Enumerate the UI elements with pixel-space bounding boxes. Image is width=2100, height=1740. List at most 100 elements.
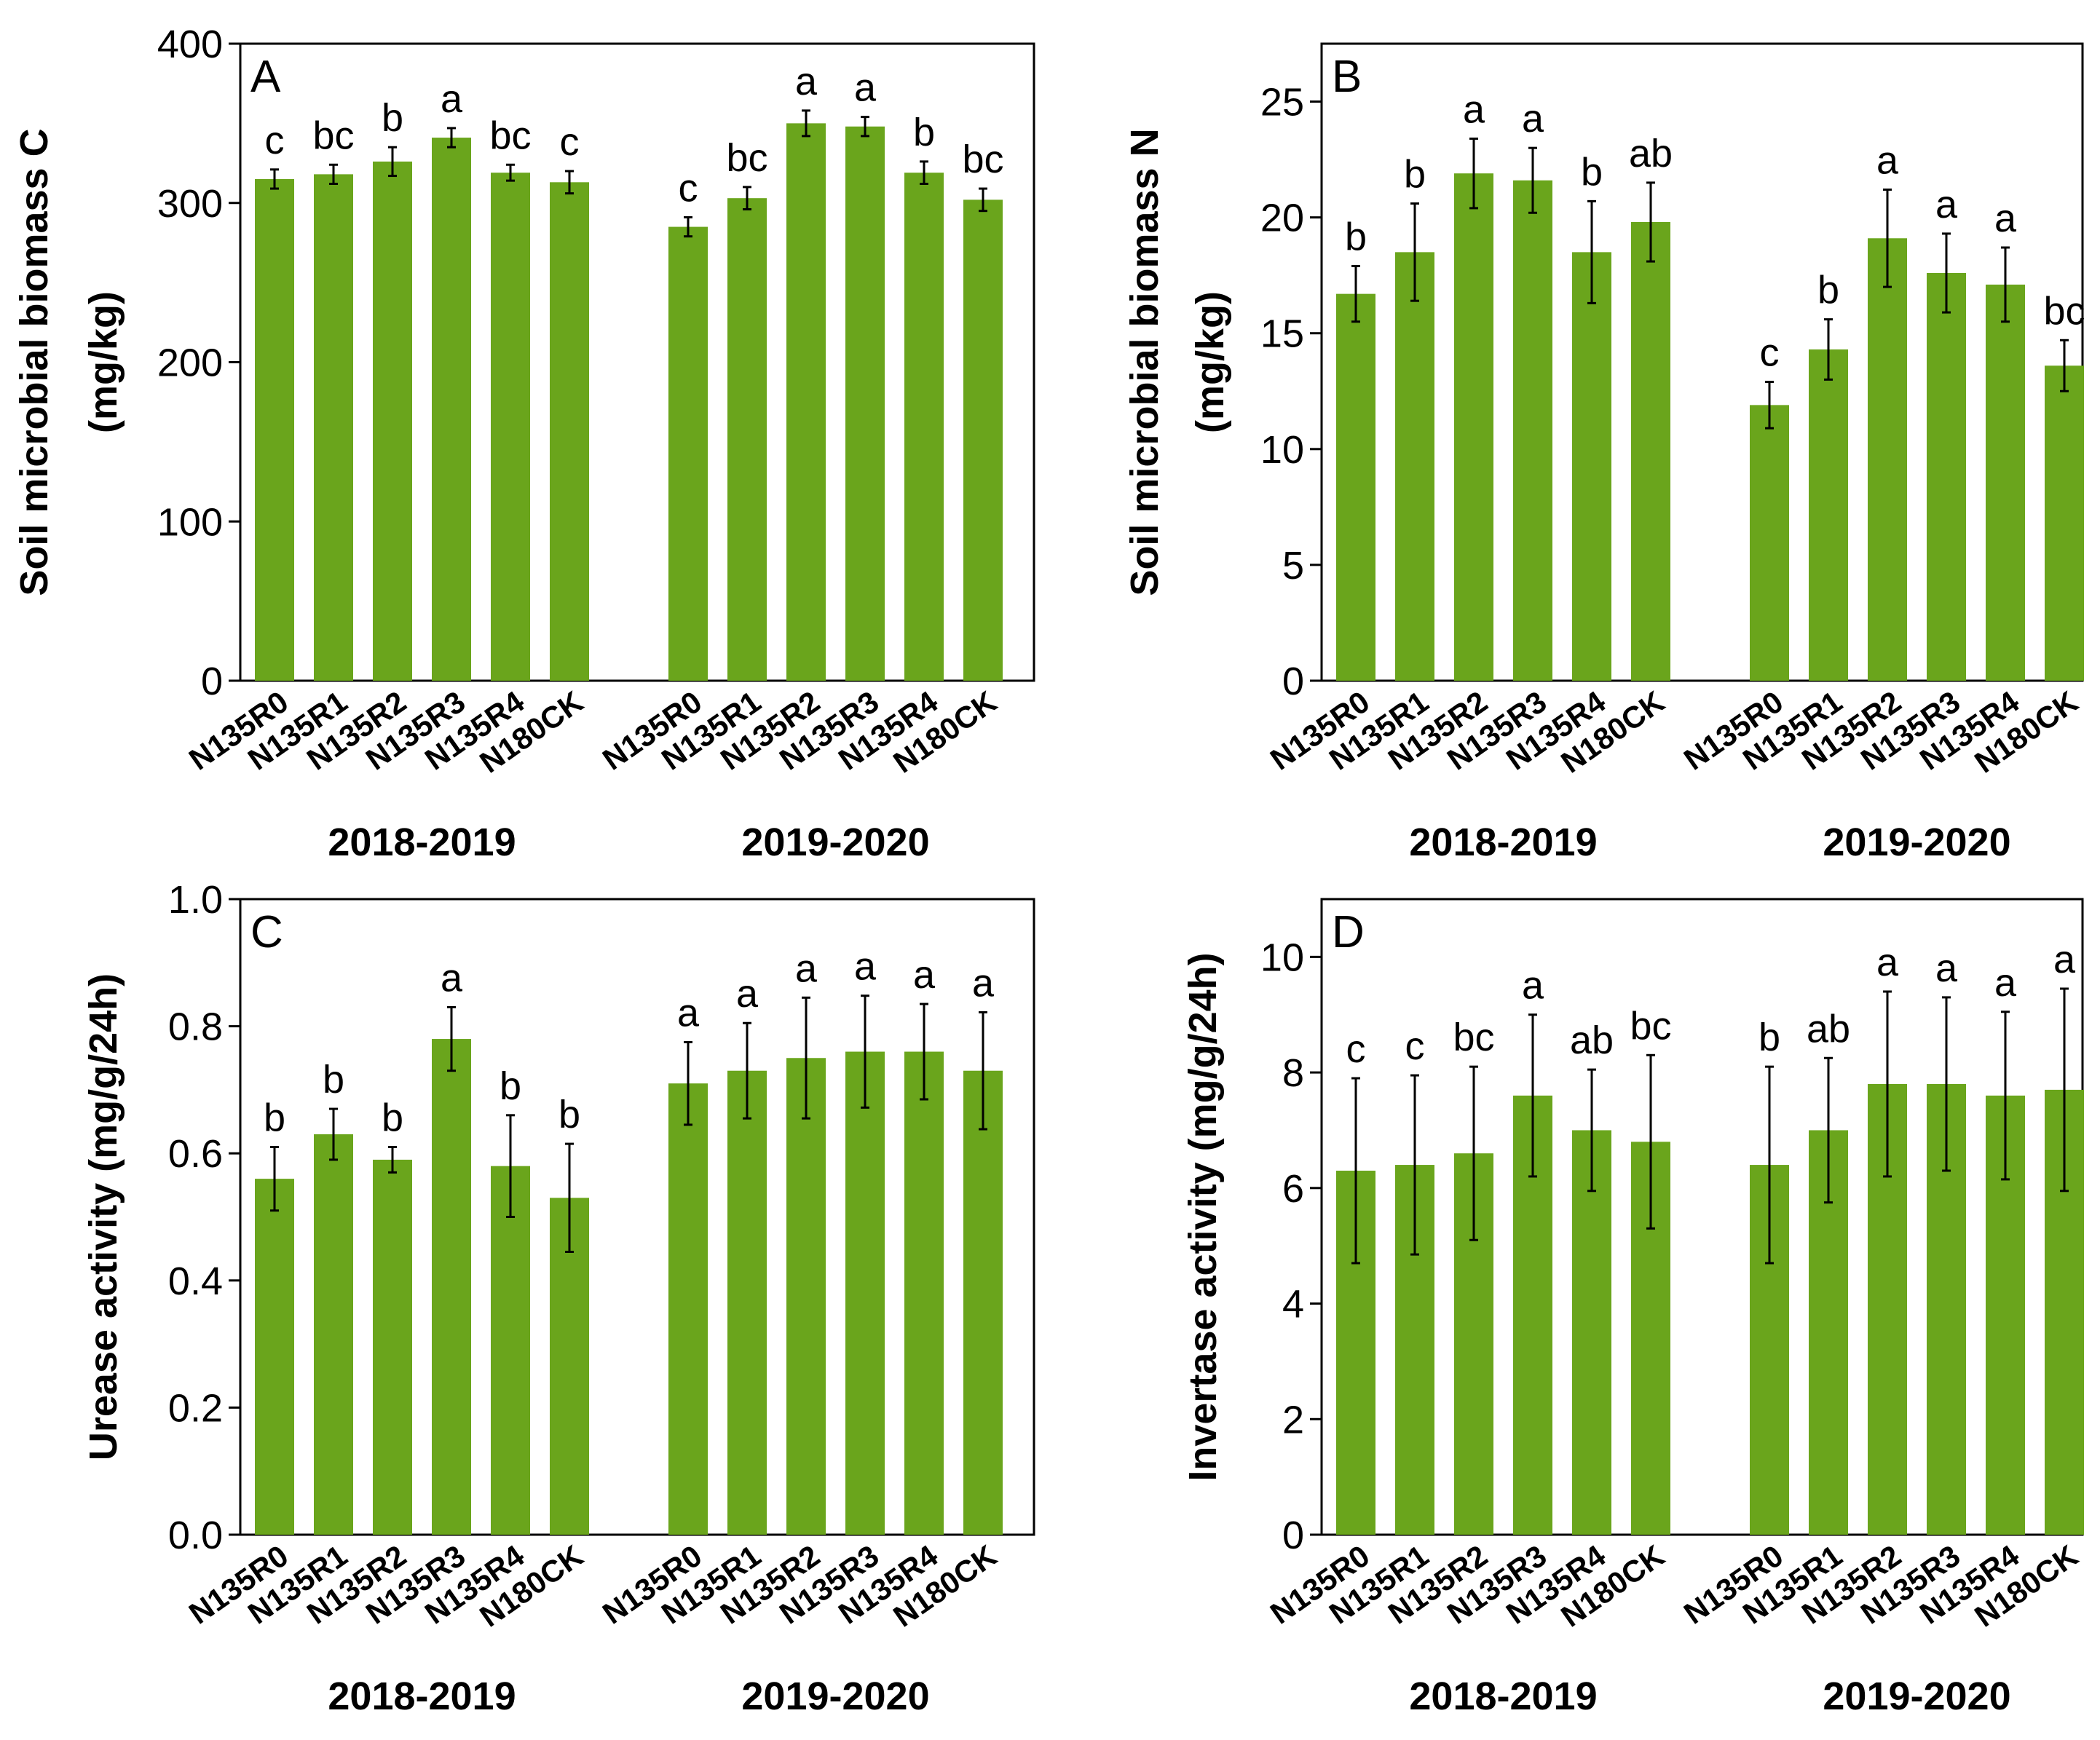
significance-letter: a [1463, 87, 1485, 131]
season-group-label: 2018-2019 [1409, 820, 1597, 864]
bar-n135r1-2019-2020 [1809, 349, 1848, 681]
y-tick-label: 20 [1260, 197, 1304, 240]
error-bar [1351, 264, 1360, 323]
error-bar [1646, 181, 1655, 263]
panel-a-soil-microbial-biomass-c-chart: 0 100 200 300 400 Soil microbial biomass C (mg… [12, 23, 1035, 864]
bar-n135r4-2018-2019 [1572, 252, 1611, 681]
panel-d-y-axis-title: Invertase activity (mg/g/24h) [1181, 952, 1225, 1481]
significance-letter: b [382, 96, 403, 140]
significance-letter: c [679, 166, 698, 210]
error-bar [802, 996, 810, 1120]
significance-letter: b [1345, 215, 1367, 258]
panel-d-axes-frame [1320, 898, 2084, 1536]
error-bar [1646, 1053, 1655, 1230]
error-bar [1528, 146, 1537, 214]
error-bar [1883, 188, 1892, 288]
bar-n180ck-2018-2019 [550, 182, 589, 681]
significance-letter: a [1994, 961, 2017, 1005]
panel-c-axes-frame [239, 898, 1035, 1536]
y-tick-label: 200 [157, 341, 223, 385]
season-group-label: 2019-2020 [741, 820, 929, 864]
bar-n135r4-2018-2019 [491, 173, 530, 681]
panel-b-y-axis-title: Soil microbial biomass N [1123, 128, 1167, 596]
significance-letter: b [323, 1058, 344, 1102]
bar-n135r4-2019-2020 [904, 173, 944, 681]
bar-n135r0-2018-2019 [255, 178, 294, 681]
error-bar [684, 1040, 692, 1126]
significance-letter: b [558, 1093, 580, 1136]
significance-letter: c [1346, 1027, 1366, 1071]
error-bar [329, 1107, 338, 1161]
y-tick-label: 2 [1282, 1398, 1304, 1442]
bar-n135r2-2018-2019 [1454, 173, 1493, 681]
bar-n135r1-2018-2019 [1395, 252, 1434, 681]
y-tick-label: 0.4 [168, 1259, 223, 1303]
significance-letter: a [2053, 938, 2076, 981]
y-tick-label: 0 [1282, 660, 1304, 703]
significance-letter: a [677, 991, 700, 1035]
bar-n135r0-2018-2019 [1336, 293, 1375, 681]
error-bar [2001, 246, 2010, 323]
error-bar [1469, 137, 1478, 210]
error-bar [388, 146, 397, 178]
panel-letter: C [250, 907, 283, 957]
panel-a-y-axis-title: (mg/kg) [82, 291, 125, 433]
panel-a-y-axis-title: Soil microbial biomass C [12, 128, 56, 596]
error-bar [979, 1011, 987, 1131]
y-tick-label: 300 [157, 182, 223, 226]
bar-n135r3-2018-2019 [432, 138, 471, 681]
error-bar [506, 163, 515, 182]
significance-letter: c [265, 119, 285, 162]
panel-letter: D [1332, 907, 1365, 957]
panel-b-y-axis-title: (mg/kg) [1188, 291, 1232, 433]
bar-n135r0-2019-2020 [1750, 405, 1789, 681]
significance-letter: a [1935, 183, 1958, 226]
panel-c-urease-activity-chart: 0.0 0.2 0.4 0.6 0.8 1.0 Urease activity (mg/g/… [82, 878, 1035, 1718]
significance-letter: ab [1807, 1007, 1850, 1051]
significance-letter: b [1404, 153, 1426, 197]
y-tick-label: 15 [1260, 312, 1304, 356]
y-tick-label: 100 [157, 500, 223, 544]
significance-letter: a [736, 972, 759, 1016]
error-bar [1765, 381, 1774, 430]
error-bar [1824, 1056, 1833, 1204]
error-bar [506, 1114, 515, 1218]
bar-n135r2-2019-2020 [786, 1058, 826, 1535]
bar-n135r3-2019-2020 [1927, 273, 1966, 681]
significance-letter: bc [312, 114, 354, 157]
error-bar [329, 163, 338, 185]
significance-letter: a [1994, 197, 2017, 240]
significance-letter: c [560, 120, 580, 164]
error-bar [1587, 199, 1596, 304]
error-bar [861, 116, 869, 138]
error-bar [1765, 1065, 1774, 1265]
error-bar [979, 187, 987, 213]
panel-letter: A [250, 52, 281, 102]
season-group-label: 2019-2020 [741, 1674, 929, 1718]
bar-n180ck-2018-2019 [550, 1198, 589, 1535]
significance-letter: b [382, 1096, 403, 1139]
bar-n180ck-2019-2020 [963, 199, 1003, 681]
bar-n180ck-2019-2020 [2045, 365, 2084, 681]
error-bar [1528, 1013, 1537, 1178]
significance-letter: b [500, 1064, 521, 1108]
season-group-label: 2019-2020 [1823, 820, 2010, 864]
error-bar [447, 1005, 456, 1072]
y-tick-label: 5 [1282, 544, 1304, 588]
significance-letter: a [854, 66, 877, 110]
y-tick-label: 1.0 [168, 878, 223, 922]
error-bar [743, 1021, 751, 1120]
bar-n135r3-2019-2020 [845, 1051, 885, 1535]
bar-n135r0-2019-2020 [668, 226, 708, 681]
bar-n135r4-2018-2019 [1572, 1130, 1611, 1535]
bar-n135r2-2019-2020 [1868, 238, 1907, 681]
significance-letter: ab [1629, 132, 1673, 175]
error-bar [1351, 1077, 1360, 1265]
significance-letter: bc [726, 136, 767, 180]
y-tick-label: 6 [1282, 1167, 1304, 1211]
bar-n135r1-2018-2019 [314, 174, 353, 681]
bar-n180ck-2019-2020 [963, 1070, 1003, 1535]
bar-n135r0-2018-2019 [255, 1179, 294, 1535]
